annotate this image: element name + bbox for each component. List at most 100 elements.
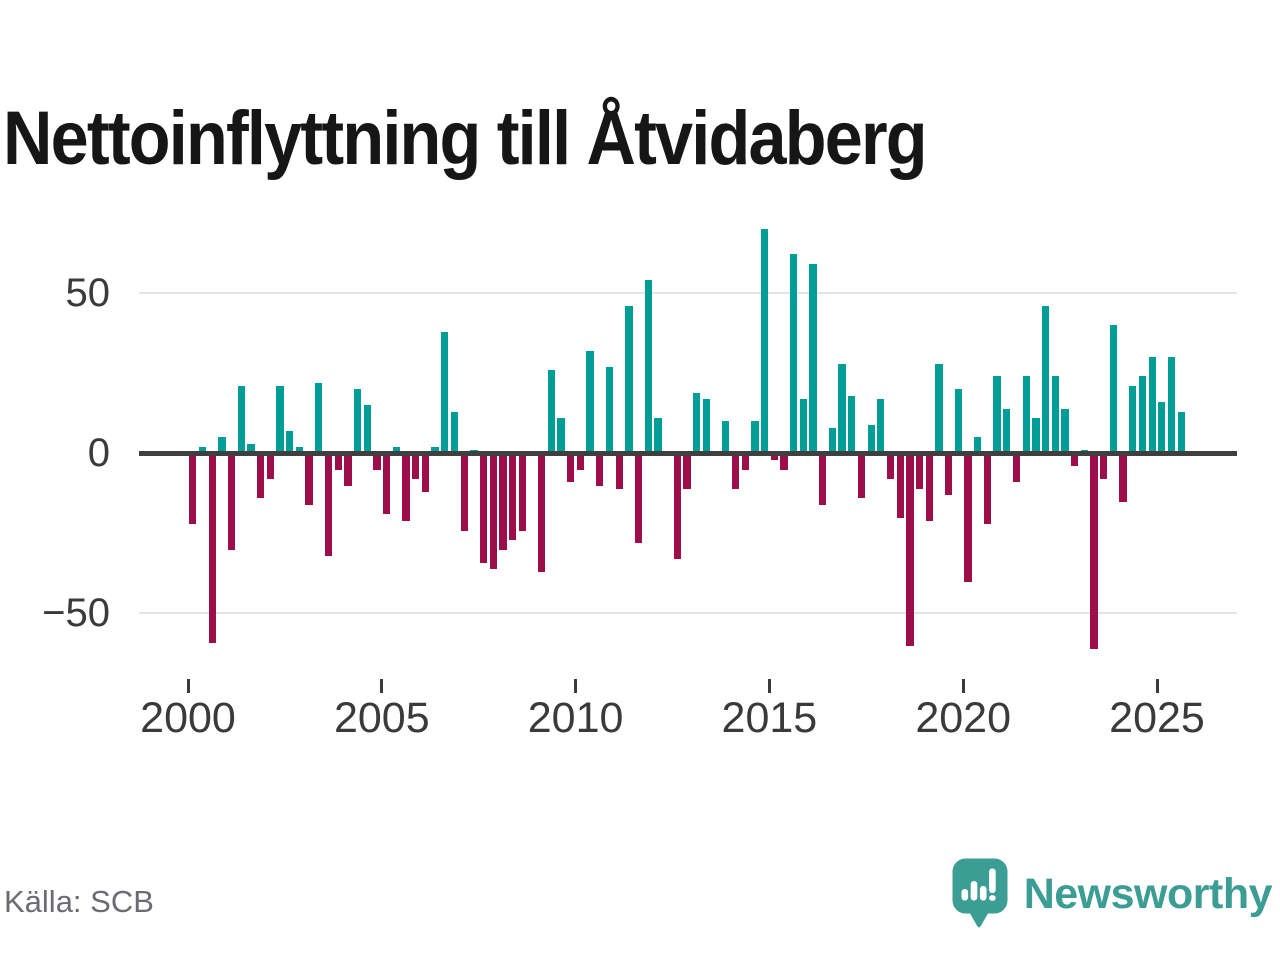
- bar-2021Q1: [1003, 408, 1011, 454]
- bar-2005Q1: [383, 453, 391, 515]
- page-title: Nettoinflyttning till Åtvidaberg: [3, 95, 928, 181]
- bar-2007Q3: [479, 453, 488, 563]
- bar-2005Q4: [412, 453, 420, 480]
- bar-2018Q4: [915, 453, 924, 489]
- bar-2025Q1: [1158, 402, 1166, 454]
- bar-2023Q3: [1100, 453, 1108, 480]
- bar-2025Q2: [1167, 357, 1176, 454]
- newsworthy-logo-icon: [952, 858, 1008, 928]
- bar-2005Q2: [392, 447, 400, 454]
- bar-2019Q2: [935, 363, 943, 454]
- bar-2004Q1: [344, 453, 352, 486]
- bar-2002Q3: [286, 431, 294, 454]
- bar-2012Q3: [673, 453, 681, 560]
- bar-2005Q3: [402, 453, 410, 521]
- brand-name: Newsworthy: [1023, 869, 1273, 918]
- bar-2010Q2: [586, 350, 594, 454]
- bar-2020Q3: [983, 453, 992, 525]
- bar-2017Q1: [848, 395, 856, 454]
- bar-2011Q2: [625, 305, 633, 454]
- bar-2002Q4: [295, 447, 304, 454]
- x-tick-2015: [767, 679, 771, 693]
- bar-2012Q4: [683, 453, 691, 489]
- bar-2018Q1: [886, 453, 895, 480]
- bar-2024Q4: [1148, 357, 1156, 454]
- bar-2014Q4: [760, 228, 769, 454]
- bar-2022Q3: [1061, 408, 1069, 454]
- bar-2003Q2: [315, 382, 323, 454]
- bar-2024Q2: [1129, 386, 1137, 454]
- bar-2009Q4: [567, 453, 575, 483]
- x-tick-label-2010: 2010: [527, 694, 624, 742]
- x-tick-2020: [961, 679, 965, 693]
- x-tick-label-2005: 2005: [333, 694, 430, 742]
- bar-2017Q2: [857, 453, 866, 499]
- bar-2019Q1: [925, 453, 933, 521]
- bar-2016Q2: [819, 453, 827, 505]
- bar-2020Q2: [974, 437, 982, 454]
- bar-2025Q3: [1177, 411, 1185, 454]
- bar-2000Q2: [198, 447, 207, 454]
- x-tick-2005: [380, 679, 384, 693]
- bar-2000Q3: [208, 453, 216, 643]
- bar-2021Q2: [1012, 453, 1021, 483]
- gridline-plus-50: [139, 292, 1237, 294]
- x-tick-label-2020: 2020: [915, 694, 1012, 742]
- bar-2018Q3: [906, 453, 914, 647]
- bar-2011Q3: [634, 453, 643, 544]
- bar-2000Q1: [189, 453, 197, 525]
- bar-2014Q2: [741, 453, 749, 470]
- bar-2003Q1: [305, 453, 313, 505]
- bar-2006Q1: [421, 453, 430, 493]
- bar-2022Q2: [1051, 376, 1059, 454]
- bar-2001Q1: [227, 453, 236, 550]
- bar-2002Q2: [276, 386, 284, 454]
- bar-2017Q4: [877, 398, 885, 454]
- y-tick-label-0: 0: [87, 431, 110, 475]
- bar-2007Q1: [460, 453, 468, 531]
- bar-2001Q2: [237, 386, 245, 454]
- brand-lockup: Newsworthy: [952, 858, 1273, 930]
- bar-2011Q4: [644, 280, 652, 454]
- bar-2024Q1: [1119, 453, 1127, 502]
- bar-2002Q1: [266, 453, 275, 480]
- bar-2014Q1: [731, 453, 740, 489]
- bar-2007Q4: [489, 453, 497, 570]
- bar-2013Q4: [722, 421, 730, 454]
- bar-2008Q1: [499, 453, 507, 550]
- bar-2008Q3: [518, 453, 526, 531]
- bar-2020Q1: [964, 453, 972, 582]
- bar-2009Q2: [547, 370, 556, 454]
- bar-2000Q4: [218, 437, 226, 454]
- bar-2006Q2: [431, 447, 439, 454]
- bar-2008Q2: [508, 453, 517, 541]
- bar-2006Q4: [450, 411, 459, 454]
- bar-2015Q2: [780, 453, 788, 470]
- y-tick-label-50: 50: [65, 271, 111, 315]
- x-tick-label-2025: 2025: [1109, 694, 1205, 742]
- x-tick-2025: [1155, 679, 1159, 693]
- bar-2023Q2: [1090, 453, 1098, 650]
- bar-2004Q2: [353, 389, 362, 454]
- x-tick-2000: [186, 679, 190, 693]
- bar-2003Q4: [334, 453, 342, 470]
- bar-2015Q1: [770, 453, 778, 460]
- bar-2018Q2: [896, 453, 904, 518]
- bar-2016Q1: [809, 264, 817, 454]
- bar-2022Q4: [1070, 453, 1079, 467]
- bar-2009Q1: [538, 453, 546, 573]
- bar-2020Q4: [993, 376, 1001, 454]
- bar-2023Q4: [1109, 325, 1118, 454]
- x-axis-zero-line: [139, 451, 1237, 456]
- bar-2004Q3: [363, 405, 371, 454]
- bar-2003Q3: [324, 453, 333, 557]
- bar-2017Q3: [867, 424, 875, 454]
- bar-2004Q4: [373, 453, 381, 470]
- bar-2014Q3: [751, 421, 759, 454]
- bar-2012Q1: [654, 418, 662, 454]
- bar-2013Q1: [693, 392, 701, 454]
- bar-2010Q1: [576, 453, 585, 470]
- bar-2013Q2: [702, 398, 711, 454]
- bar-2019Q4: [954, 389, 962, 454]
